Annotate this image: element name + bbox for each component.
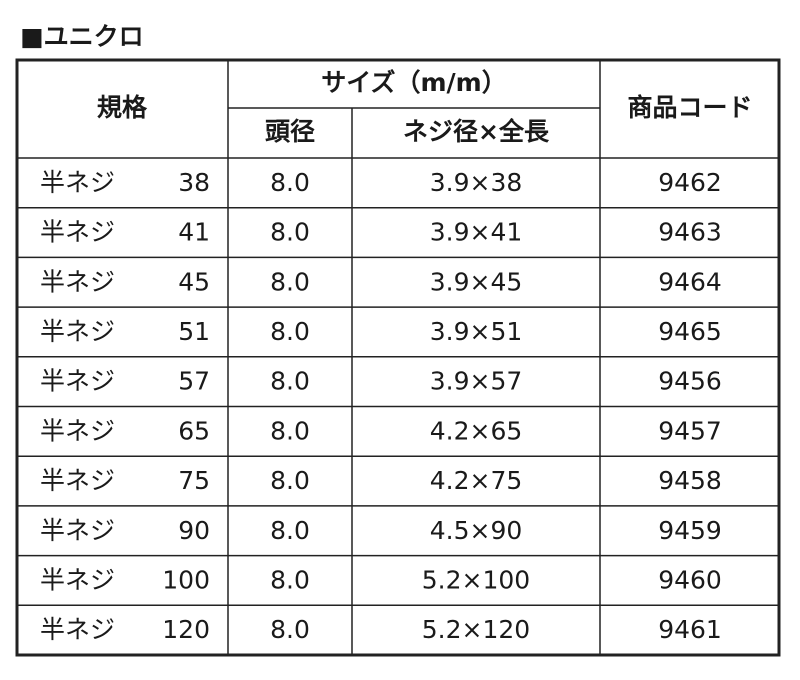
header-cell: 頭径: [265, 117, 315, 146]
table-cell: 90: [178, 516, 210, 545]
table-cell: 4.2×65: [430, 416, 523, 445]
table-cell: 半ネジ: [40, 168, 115, 197]
table-cell: 8.0: [270, 168, 310, 197]
table-cell: 41: [178, 218, 210, 247]
header-cell: サイズ（m/m）: [321, 68, 506, 97]
table-cell: 65: [178, 416, 210, 445]
table-cell: 3.9×41: [430, 218, 523, 247]
table-cell: 9462: [658, 168, 722, 197]
table-cell: 9457: [658, 416, 722, 445]
table-cell: 半ネジ: [40, 218, 115, 247]
table-cell: 9465: [658, 317, 722, 346]
table-cell: 45: [178, 267, 210, 296]
table-cell: 8.0: [270, 317, 310, 346]
table-cell: 8.0: [270, 615, 310, 644]
table-cell: 半ネジ: [40, 367, 115, 396]
table-cell: 3.9×45: [430, 267, 523, 296]
table-cell: 5.2×120: [422, 615, 530, 644]
table-cell: 3.9×38: [430, 168, 523, 197]
table-cell: 120: [162, 615, 210, 644]
table-cell: 9463: [658, 218, 722, 247]
table-cell: 8.0: [270, 267, 310, 296]
header-cell: 規格: [97, 93, 148, 122]
table-cell: 3.9×57: [430, 367, 523, 396]
table-cell: 9461: [658, 615, 722, 644]
table-cell: 8.0: [270, 466, 310, 495]
table-cell: 半ネジ: [40, 565, 115, 594]
table-cell: 8.0: [270, 516, 310, 545]
table-cell: 8.0: [270, 416, 310, 445]
table-cell: 8.0: [270, 367, 310, 396]
table-cell: 100: [162, 565, 210, 594]
table-cell: 38: [178, 168, 210, 197]
table-cell: 4.2×75: [430, 466, 523, 495]
table-title: ■ユニクロ: [20, 22, 144, 51]
table-cell: 3.9×51: [430, 317, 523, 346]
table-cell: 半ネジ: [40, 416, 115, 445]
table-cell: 4.5×90: [430, 516, 523, 545]
table-cell: 半ネジ: [40, 267, 115, 296]
table-cell: 9460: [658, 565, 722, 594]
table-cell: 9456: [658, 367, 722, 396]
table-cell: 75: [178, 466, 210, 495]
table-cell: 9458: [658, 466, 722, 495]
header-cell: ネジ径×全長: [403, 117, 550, 146]
table-cell: 8.0: [270, 565, 310, 594]
table-cell: 8.0: [270, 218, 310, 247]
table-cell: 57: [178, 367, 210, 396]
table-cell: 半ネジ: [40, 615, 115, 644]
table-cell: 9464: [658, 267, 722, 296]
header-cell: 商品コード: [627, 93, 752, 122]
table-cell: 半ネジ: [40, 317, 115, 346]
table-cell: 半ネジ: [40, 466, 115, 495]
table-cell: 半ネジ: [40, 516, 115, 545]
table-cell: 51: [178, 317, 210, 346]
table-cell: 5.2×100: [422, 565, 530, 594]
table-cell: 9459: [658, 516, 722, 545]
